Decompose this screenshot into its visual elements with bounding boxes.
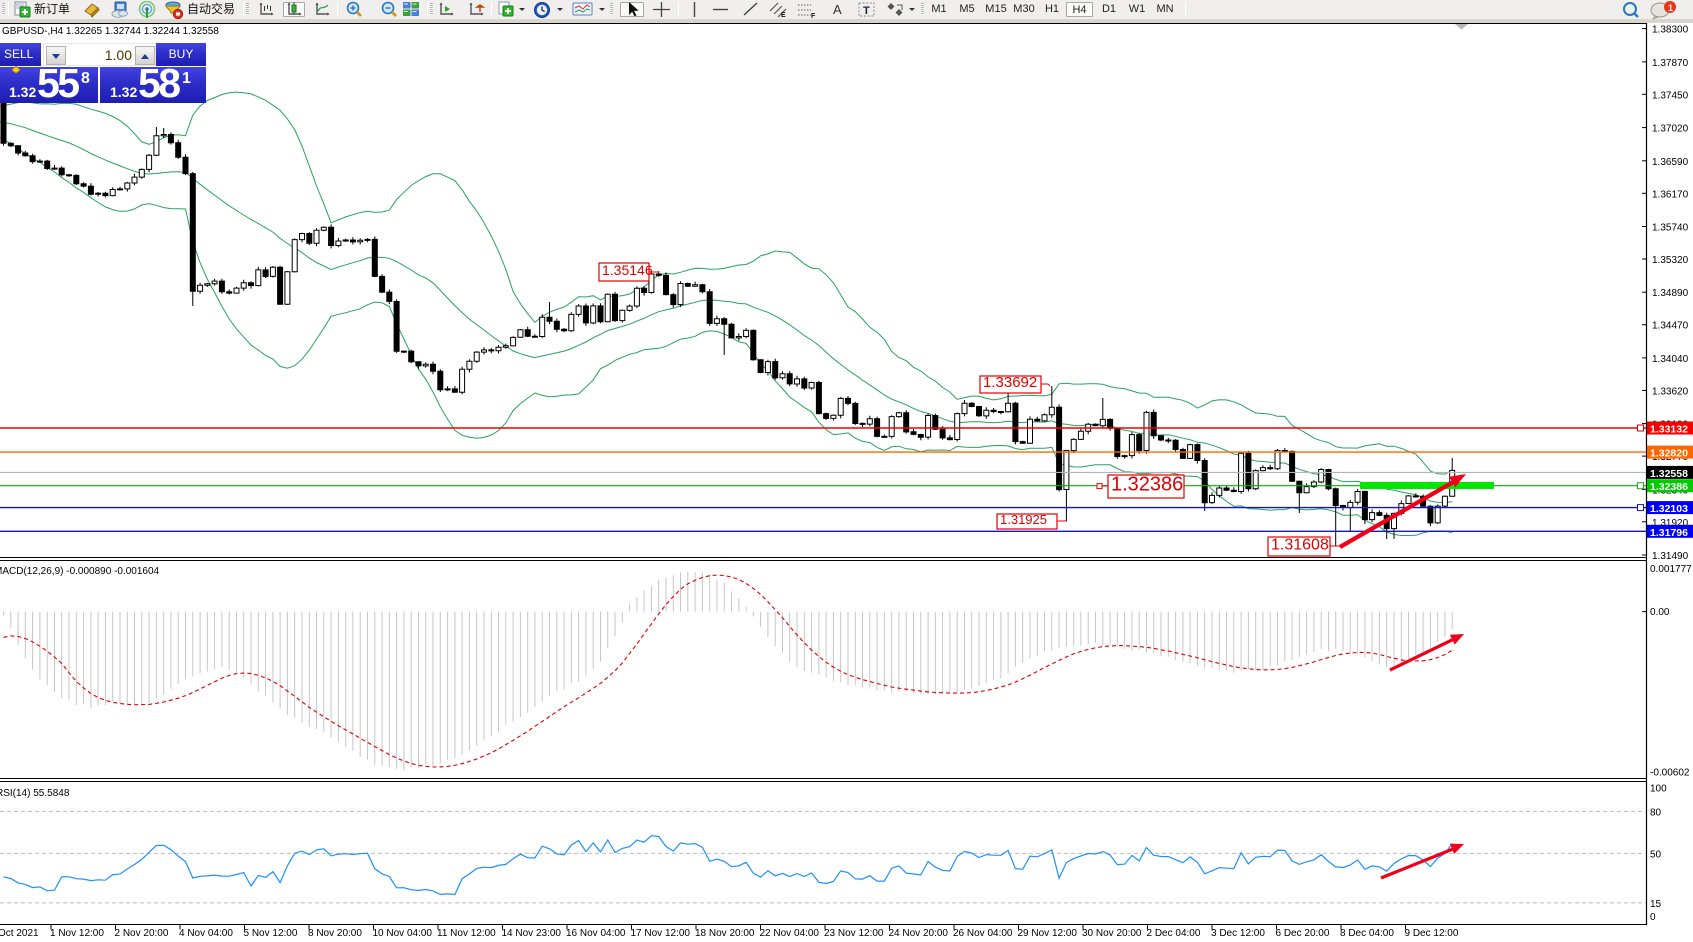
svg-text:Oct 2021: Oct 2021 xyxy=(0,928,39,939)
svg-text:1.38300: 1.38300 xyxy=(1652,25,1689,36)
svg-text:1: 1 xyxy=(1668,3,1673,13)
svg-text:1 Nov 12:00: 1 Nov 12:00 xyxy=(50,928,104,939)
svg-text:1.36590: 1.36590 xyxy=(1652,157,1689,168)
svg-text:1.32386: 1.32386 xyxy=(1111,474,1183,496)
svg-text:8 Nov 20:00: 8 Nov 20:00 xyxy=(308,928,362,939)
svg-text:3 Dec 12:00: 3 Dec 12:00 xyxy=(1211,928,1265,939)
svg-text:17 Nov 12:00: 17 Nov 12:00 xyxy=(631,928,691,939)
svg-text:100: 100 xyxy=(1650,784,1667,795)
svg-text:1.33132: 1.33132 xyxy=(1650,424,1688,436)
svg-text:2 Nov 20:00: 2 Nov 20:00 xyxy=(115,928,169,939)
svg-text:E: E xyxy=(781,12,786,18)
svg-text:15: 15 xyxy=(1650,899,1662,910)
svg-text:4 Nov 04:00: 4 Nov 04:00 xyxy=(179,928,233,939)
svg-text:MACD(12,26,9) -0.000890 -0.001: MACD(12,26,9) -0.000890 -0.001604 xyxy=(0,566,160,577)
svg-text:24 Nov 20:00: 24 Nov 20:00 xyxy=(889,928,949,939)
svg-text:1.32103: 1.32103 xyxy=(1650,503,1688,515)
svg-text:80: 80 xyxy=(1650,807,1662,818)
svg-text:6 Dec 20:00: 6 Dec 20:00 xyxy=(1276,928,1330,939)
svg-text:0: 0 xyxy=(1650,912,1656,923)
svg-text:1.32386: 1.32386 xyxy=(1650,481,1688,493)
svg-text:1.31920: 1.31920 xyxy=(1652,518,1689,529)
svg-text:5 Nov 12:00: 5 Nov 12:00 xyxy=(244,928,298,939)
svg-text:26 Nov 04:00: 26 Nov 04:00 xyxy=(953,928,1013,939)
svg-text:29 Nov 12:00: 29 Nov 12:00 xyxy=(1018,928,1078,939)
svg-text:23 Nov 12:00: 23 Nov 12:00 xyxy=(824,928,884,939)
svg-text:1.31925: 1.31925 xyxy=(1000,512,1047,527)
svg-text:1.31490: 1.31490 xyxy=(1652,551,1689,562)
svg-text:1.34040: 1.34040 xyxy=(1652,354,1689,365)
svg-text:T: T xyxy=(863,5,870,17)
svg-text:1.35740: 1.35740 xyxy=(1652,223,1689,234)
svg-text:1.32558: 1.32558 xyxy=(1650,468,1688,480)
svg-text:11 Nov 12:00: 11 Nov 12:00 xyxy=(437,928,496,939)
svg-text:1.33620: 1.33620 xyxy=(1652,386,1689,397)
svg-text:30 Nov 20:00: 30 Nov 20:00 xyxy=(1082,928,1142,939)
svg-text:14 Nov 23:00: 14 Nov 23:00 xyxy=(502,928,562,939)
svg-text:-0.00602: -0.00602 xyxy=(1650,768,1690,779)
svg-text:1.35320: 1.35320 xyxy=(1652,255,1689,266)
svg-text:8 Dec 04:00: 8 Dec 04:00 xyxy=(1340,928,1394,939)
svg-text:1.34890: 1.34890 xyxy=(1652,288,1689,299)
svg-text:50: 50 xyxy=(1650,849,1662,860)
svg-text:1.32820: 1.32820 xyxy=(1650,448,1688,460)
svg-text:1.31608: 1.31608 xyxy=(1271,537,1329,554)
svg-text:1.31796: 1.31796 xyxy=(1650,527,1688,539)
svg-text:GBPUSD-,H4 1.32265 1.32744 1.: GBPUSD-,H4 1.32265 1.32744 1.32244 1.325… xyxy=(2,26,219,37)
svg-text:2 Dec 04:00: 2 Dec 04:00 xyxy=(1147,928,1201,939)
svg-text:1.37450: 1.37450 xyxy=(1652,90,1689,101)
svg-text:22 Nov 04:00: 22 Nov 04:00 xyxy=(760,928,820,939)
svg-text:9 Dec 12:00: 9 Dec 12:00 xyxy=(1405,928,1459,939)
svg-text:1.35146: 1.35146 xyxy=(602,262,653,278)
svg-text:1.34470: 1.34470 xyxy=(1652,321,1689,332)
svg-text:0.00: 0.00 xyxy=(1650,607,1670,618)
svg-text:1.36170: 1.36170 xyxy=(1652,189,1689,200)
svg-text:0.001777: 0.001777 xyxy=(1650,564,1692,575)
svg-text:16 Nov 04:00: 16 Nov 04:00 xyxy=(566,928,626,939)
svg-text:1.33692: 1.33692 xyxy=(983,374,1037,391)
svg-text:10 Nov 04:00: 10 Nov 04:00 xyxy=(373,928,433,939)
svg-text:RSI(14) 55.5848: RSI(14) 55.5848 xyxy=(0,788,70,799)
svg-text:F: F xyxy=(811,13,816,18)
svg-text:1.37870: 1.37870 xyxy=(1652,58,1689,69)
svg-text:18 Nov 20:00: 18 Nov 20:00 xyxy=(695,928,755,939)
svg-text:1.37020: 1.37020 xyxy=(1652,124,1689,135)
